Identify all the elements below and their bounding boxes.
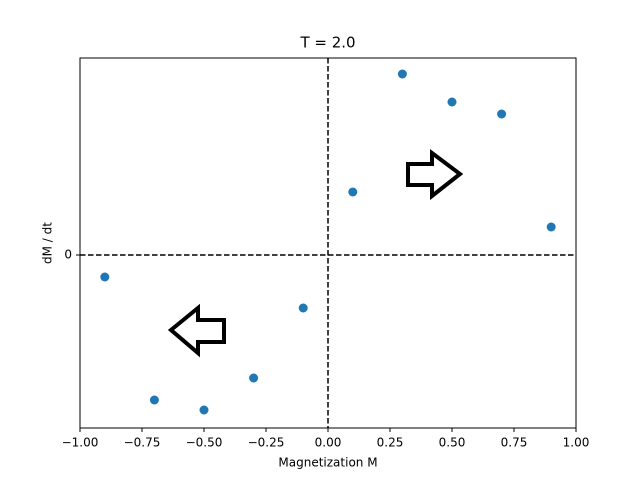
y-axis-label: dM / dt — [41, 222, 55, 264]
chart-title: T = 2.0 — [299, 34, 355, 52]
point — [199, 405, 209, 415]
x-tick-label: 1.00 — [563, 436, 590, 450]
point — [397, 69, 407, 79]
x-tick-label: 0.75 — [501, 436, 528, 450]
point — [546, 222, 556, 232]
x-tick-label: −0.25 — [248, 436, 285, 450]
y-tick-label: 0 — [64, 248, 72, 262]
x-tick-label: 0.25 — [377, 436, 404, 450]
x-tick-label: −0.50 — [186, 436, 223, 450]
left-arrow — [167, 303, 226, 358]
point — [149, 395, 159, 405]
point — [249, 373, 259, 383]
point — [100, 272, 110, 282]
point — [447, 97, 457, 107]
x-tick-label: −0.75 — [124, 436, 161, 450]
right-arrow — [406, 149, 464, 201]
x-tick-label: 0.00 — [315, 436, 342, 450]
point — [298, 303, 308, 313]
point — [497, 109, 507, 119]
x-axis-label: Magnetization M — [278, 456, 377, 470]
x-tick-label: −1.00 — [62, 436, 99, 450]
point — [348, 187, 358, 197]
x-tick-label: 0.50 — [439, 436, 466, 450]
